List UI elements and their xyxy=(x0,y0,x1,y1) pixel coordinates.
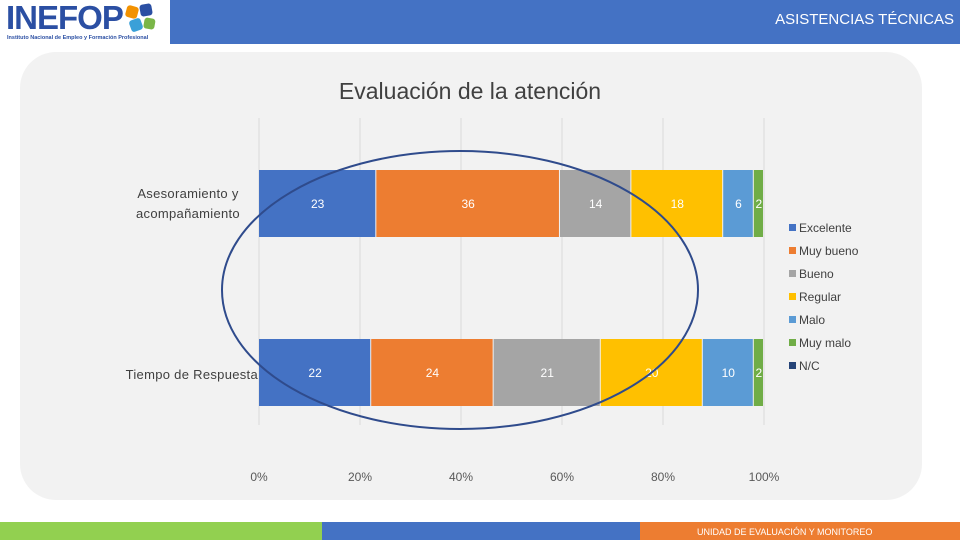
data-label: 2 xyxy=(756,197,763,211)
legend-label: Muy bueno xyxy=(799,244,859,258)
legend-swatch xyxy=(789,316,796,323)
bar-segment xyxy=(259,339,371,406)
data-label: 21 xyxy=(541,366,555,380)
bar-segment xyxy=(259,170,376,237)
logo: INEFOP Instituto Nacional de Empleo y Fo… xyxy=(0,0,170,44)
header-title: ASISTENCIAS TÉCNICAS xyxy=(775,11,954,28)
legend-label: Malo xyxy=(799,313,826,327)
x-tick-label: 0% xyxy=(250,470,268,484)
footer-text: UNIDAD DE EVALUACIÓN Y MONITOREO xyxy=(697,527,873,537)
data-label: 22 xyxy=(308,366,322,380)
legend-swatch xyxy=(789,247,796,254)
legend-label: Bueno xyxy=(799,267,834,281)
bar-segment xyxy=(376,170,559,237)
data-label: 24 xyxy=(426,366,440,380)
legend-swatch xyxy=(789,293,796,300)
logo-icon xyxy=(125,3,156,32)
bar-segment xyxy=(371,339,493,406)
data-label: 14 xyxy=(589,197,603,211)
x-tick-label: 80% xyxy=(651,470,675,484)
data-label: 2 xyxy=(756,366,763,380)
data-label: 36 xyxy=(461,197,475,211)
legend-label: Muy malo xyxy=(799,336,852,350)
data-label: 10 xyxy=(722,366,736,380)
legend-swatch xyxy=(789,270,796,277)
chart-title: Evaluación de la atención xyxy=(338,78,602,104)
footer-bar-blue xyxy=(322,522,640,540)
legend-label: Excelente xyxy=(799,221,852,235)
logo-subtitle: Instituto Nacional de Empleo y Formación… xyxy=(7,35,149,41)
x-tick-label: 100% xyxy=(749,470,780,484)
category-label-asesoramiento: Asesoramiento y acompañamiento xyxy=(136,186,240,221)
footer-bar-green xyxy=(0,522,322,540)
legend-swatch xyxy=(789,224,796,231)
bar-segment xyxy=(723,170,753,237)
legend-label: Regular xyxy=(799,290,842,304)
category-label-tiempo: Tiempo de Respuesta xyxy=(125,367,258,382)
bar-segment xyxy=(559,170,631,237)
x-tick-label: 40% xyxy=(449,470,473,484)
data-label: 6 xyxy=(735,197,742,211)
footer-bar-orange xyxy=(640,522,960,540)
data-label: 23 xyxy=(311,197,325,211)
x-tick-label: 20% xyxy=(348,470,372,484)
bar-segment xyxy=(493,339,600,406)
data-label: 18 xyxy=(671,197,685,211)
legend-swatch xyxy=(789,339,796,346)
bar-segment xyxy=(753,170,763,237)
x-tick-label: 60% xyxy=(550,470,574,484)
bar-segment xyxy=(702,339,753,406)
chart-panel xyxy=(20,52,922,500)
logo-text: INEFOP xyxy=(6,0,124,36)
annotation-ellipse xyxy=(221,150,699,430)
bar-segment xyxy=(753,339,763,406)
legend-label: N/C xyxy=(799,359,820,373)
legend-swatch xyxy=(789,362,796,369)
